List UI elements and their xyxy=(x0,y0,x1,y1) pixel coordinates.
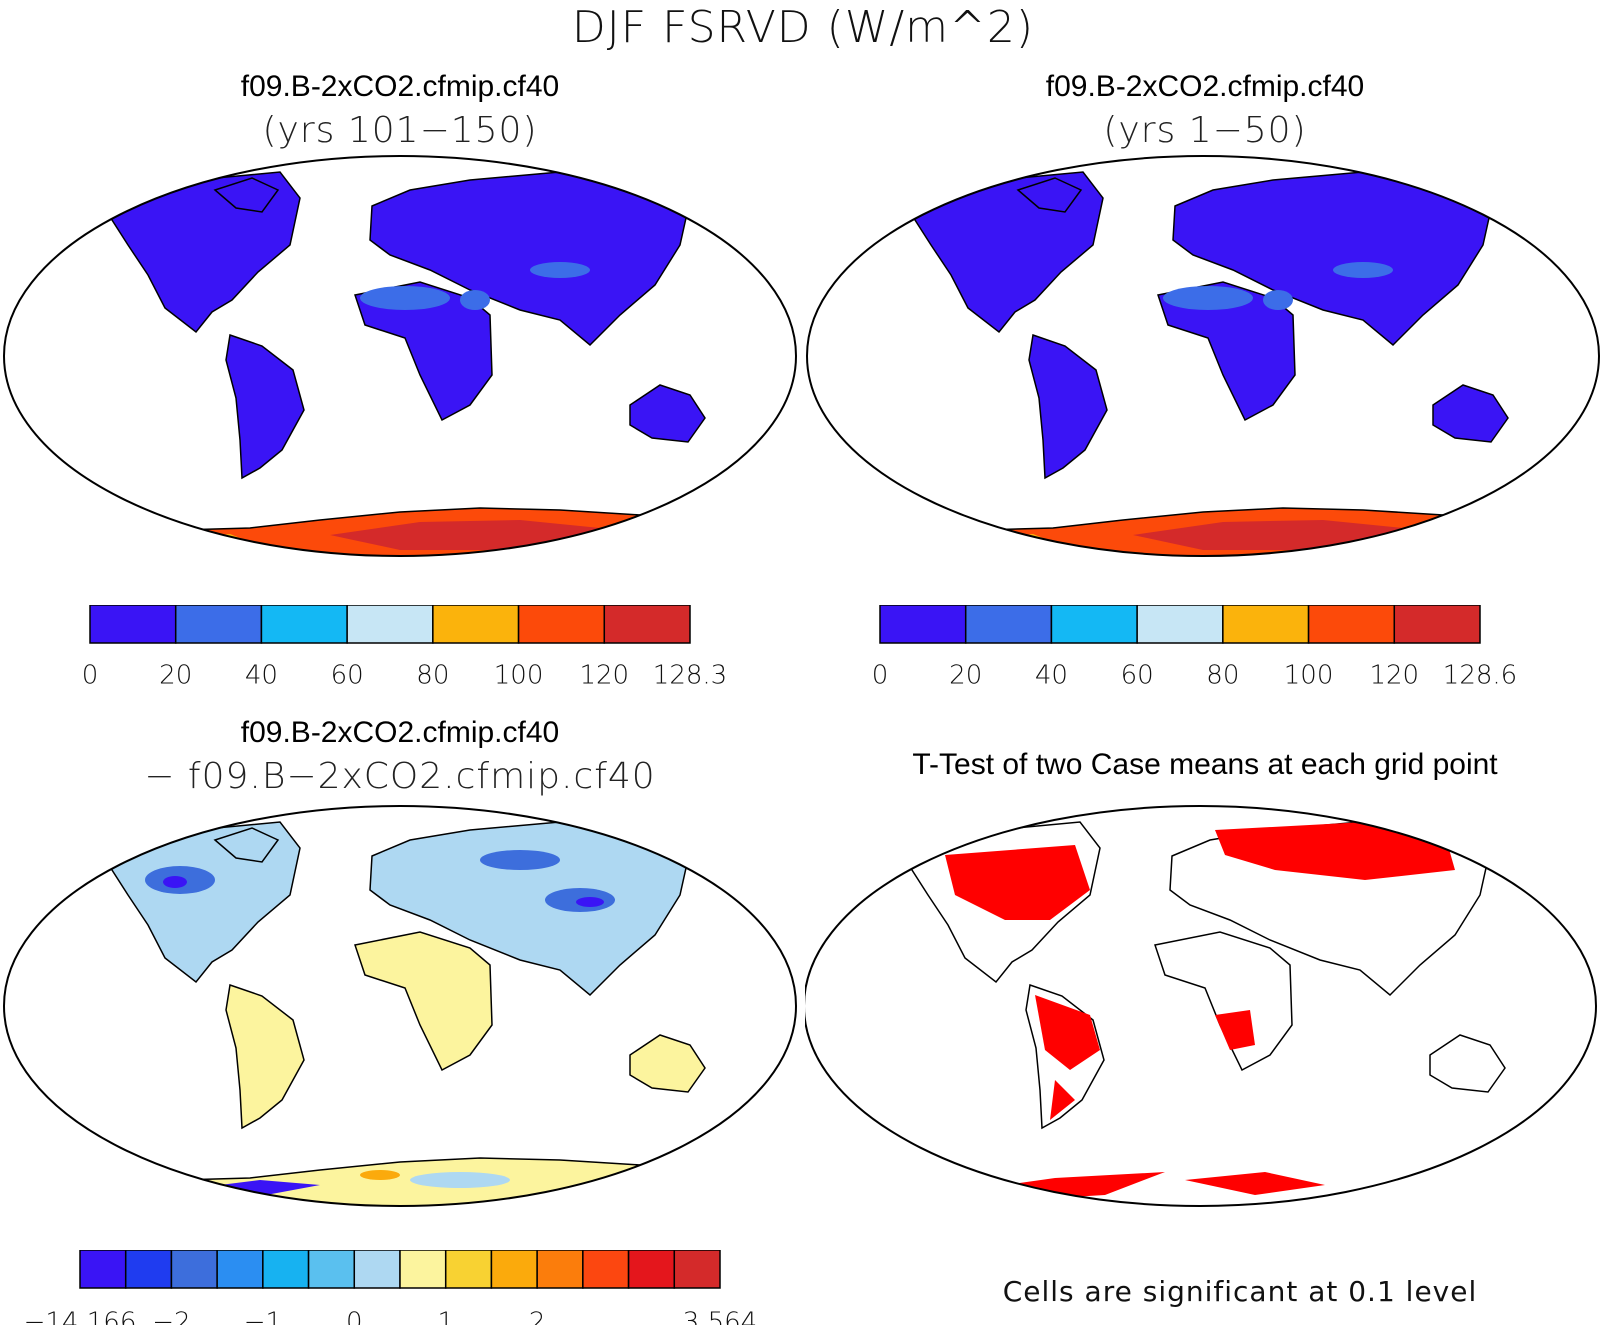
colorbar-tick-label: 60 xyxy=(331,660,364,685)
colorbar-tick-label: −14.166 xyxy=(24,1307,137,1325)
strong-negative xyxy=(163,876,604,907)
colorbar-tick-label: 20 xyxy=(159,660,192,685)
panel2-subtitle: (yrs 1−50) xyxy=(1103,110,1307,151)
significance-note: Cells are significant at 0.1 level xyxy=(1002,1275,1478,1308)
land-masses xyxy=(109,171,706,480)
colorbar-swatch xyxy=(170,1250,218,1289)
colorbar-swatch xyxy=(346,605,434,644)
sahara-lighter xyxy=(1163,262,1393,310)
panel4-title: T-Test of two Case means at each grid po… xyxy=(912,748,1498,781)
map-panel-2 xyxy=(806,155,1600,557)
colorbar-tick-label: 20 xyxy=(949,660,982,685)
colorbar-swatch xyxy=(582,1250,630,1289)
panel1-subtitle: (yrs 101−150) xyxy=(262,110,538,151)
colorbar-swatch xyxy=(603,605,691,644)
colorbar-swatch xyxy=(964,605,1053,644)
colorbar-swatch xyxy=(879,605,967,644)
map-panel-3 xyxy=(3,805,797,1207)
map-panel-4 xyxy=(805,805,1597,1207)
colorbar-swatch xyxy=(89,605,177,644)
colorbar-swatch xyxy=(260,605,348,644)
land-masses xyxy=(912,171,1509,480)
colorbar-swatch xyxy=(432,605,520,644)
panel2-title: f09.B-2xCO2.cfmip.cf40 xyxy=(1045,70,1365,103)
colorbar-2: 0 20 40 60 80 100 120 128.6 xyxy=(872,605,1517,685)
colorbar-tick-label: 2 xyxy=(529,1307,546,1325)
colorbar-tick-label: 128.3 xyxy=(653,660,727,685)
colorbar-tick-label: 128.6 xyxy=(1443,660,1517,685)
colorbar-tick-label: 120 xyxy=(1369,660,1419,685)
colorbar-tick-label: −1 xyxy=(244,1307,282,1325)
colorbar-swatch xyxy=(1050,605,1138,644)
colorbar-swatch xyxy=(124,1250,173,1289)
colorbar-swatch xyxy=(216,1250,264,1289)
colorbar-swatch xyxy=(536,1250,584,1289)
colorbar-tick-label: 40 xyxy=(245,660,278,685)
colorbar-swatch xyxy=(1307,605,1396,644)
colorbar-swatch xyxy=(1222,605,1310,644)
colorbar-swatch xyxy=(627,1250,676,1289)
colorbar-tick-label: 0 xyxy=(82,660,99,685)
colorbar-swatch xyxy=(444,1250,493,1289)
colorbar-tick-label: 80 xyxy=(1206,660,1239,685)
colorbar-swatch xyxy=(353,1250,401,1289)
colorbar-tick-label: 3.564 xyxy=(683,1307,757,1325)
sahara-lighter xyxy=(360,262,590,310)
colorbar-swatch xyxy=(1136,605,1224,644)
land-masses xyxy=(109,821,706,1130)
colorbar-swatch xyxy=(399,1250,447,1289)
colorbar-swatch xyxy=(1393,605,1481,644)
colorbar-tick-label: 0 xyxy=(346,1307,363,1325)
colorbar-1: 0 20 40 60 80 100 120 128.3 xyxy=(82,605,727,685)
colorbar-swatch xyxy=(262,1250,310,1289)
colorbar-swatch xyxy=(673,1250,721,1289)
map-panel-1 xyxy=(3,155,797,557)
colorbar-swatch xyxy=(490,1250,538,1289)
colorbar-tick-label: 100 xyxy=(1284,660,1334,685)
colorbar-tick-label: 40 xyxy=(1035,660,1068,685)
colorbar-swatch xyxy=(79,1250,127,1289)
colorbar-tick-label: 60 xyxy=(1121,660,1154,685)
panel1-title: f09.B-2xCO2.cfmip.cf40 xyxy=(240,70,560,103)
panel3-title: f09.B-2xCO2.cfmip.cf40 xyxy=(240,716,560,749)
colorbar-tick-label: 0 xyxy=(872,660,889,685)
colorbar-tick-label: 1 xyxy=(437,1307,454,1325)
colorbar-tick-label: 80 xyxy=(416,660,449,685)
colorbar-swatch xyxy=(307,1250,356,1289)
panel3-subtitle: − f09.B−2xCO2.cfmip.cf40 xyxy=(144,756,656,797)
colorbar-tick-label: −2 xyxy=(152,1307,190,1325)
figure-title: DJF FSRVD (W/m^2) xyxy=(571,2,1035,53)
colorbar-tick-label: 100 xyxy=(494,660,544,685)
colorbar-3: −14.166 −2 −1 0 1 2 3.564 xyxy=(24,1250,757,1325)
colorbar-tick-label: 120 xyxy=(579,660,629,685)
colorbar-swatch xyxy=(174,605,263,644)
colorbar-swatch xyxy=(517,605,606,644)
significant-cells xyxy=(945,822,1455,1202)
